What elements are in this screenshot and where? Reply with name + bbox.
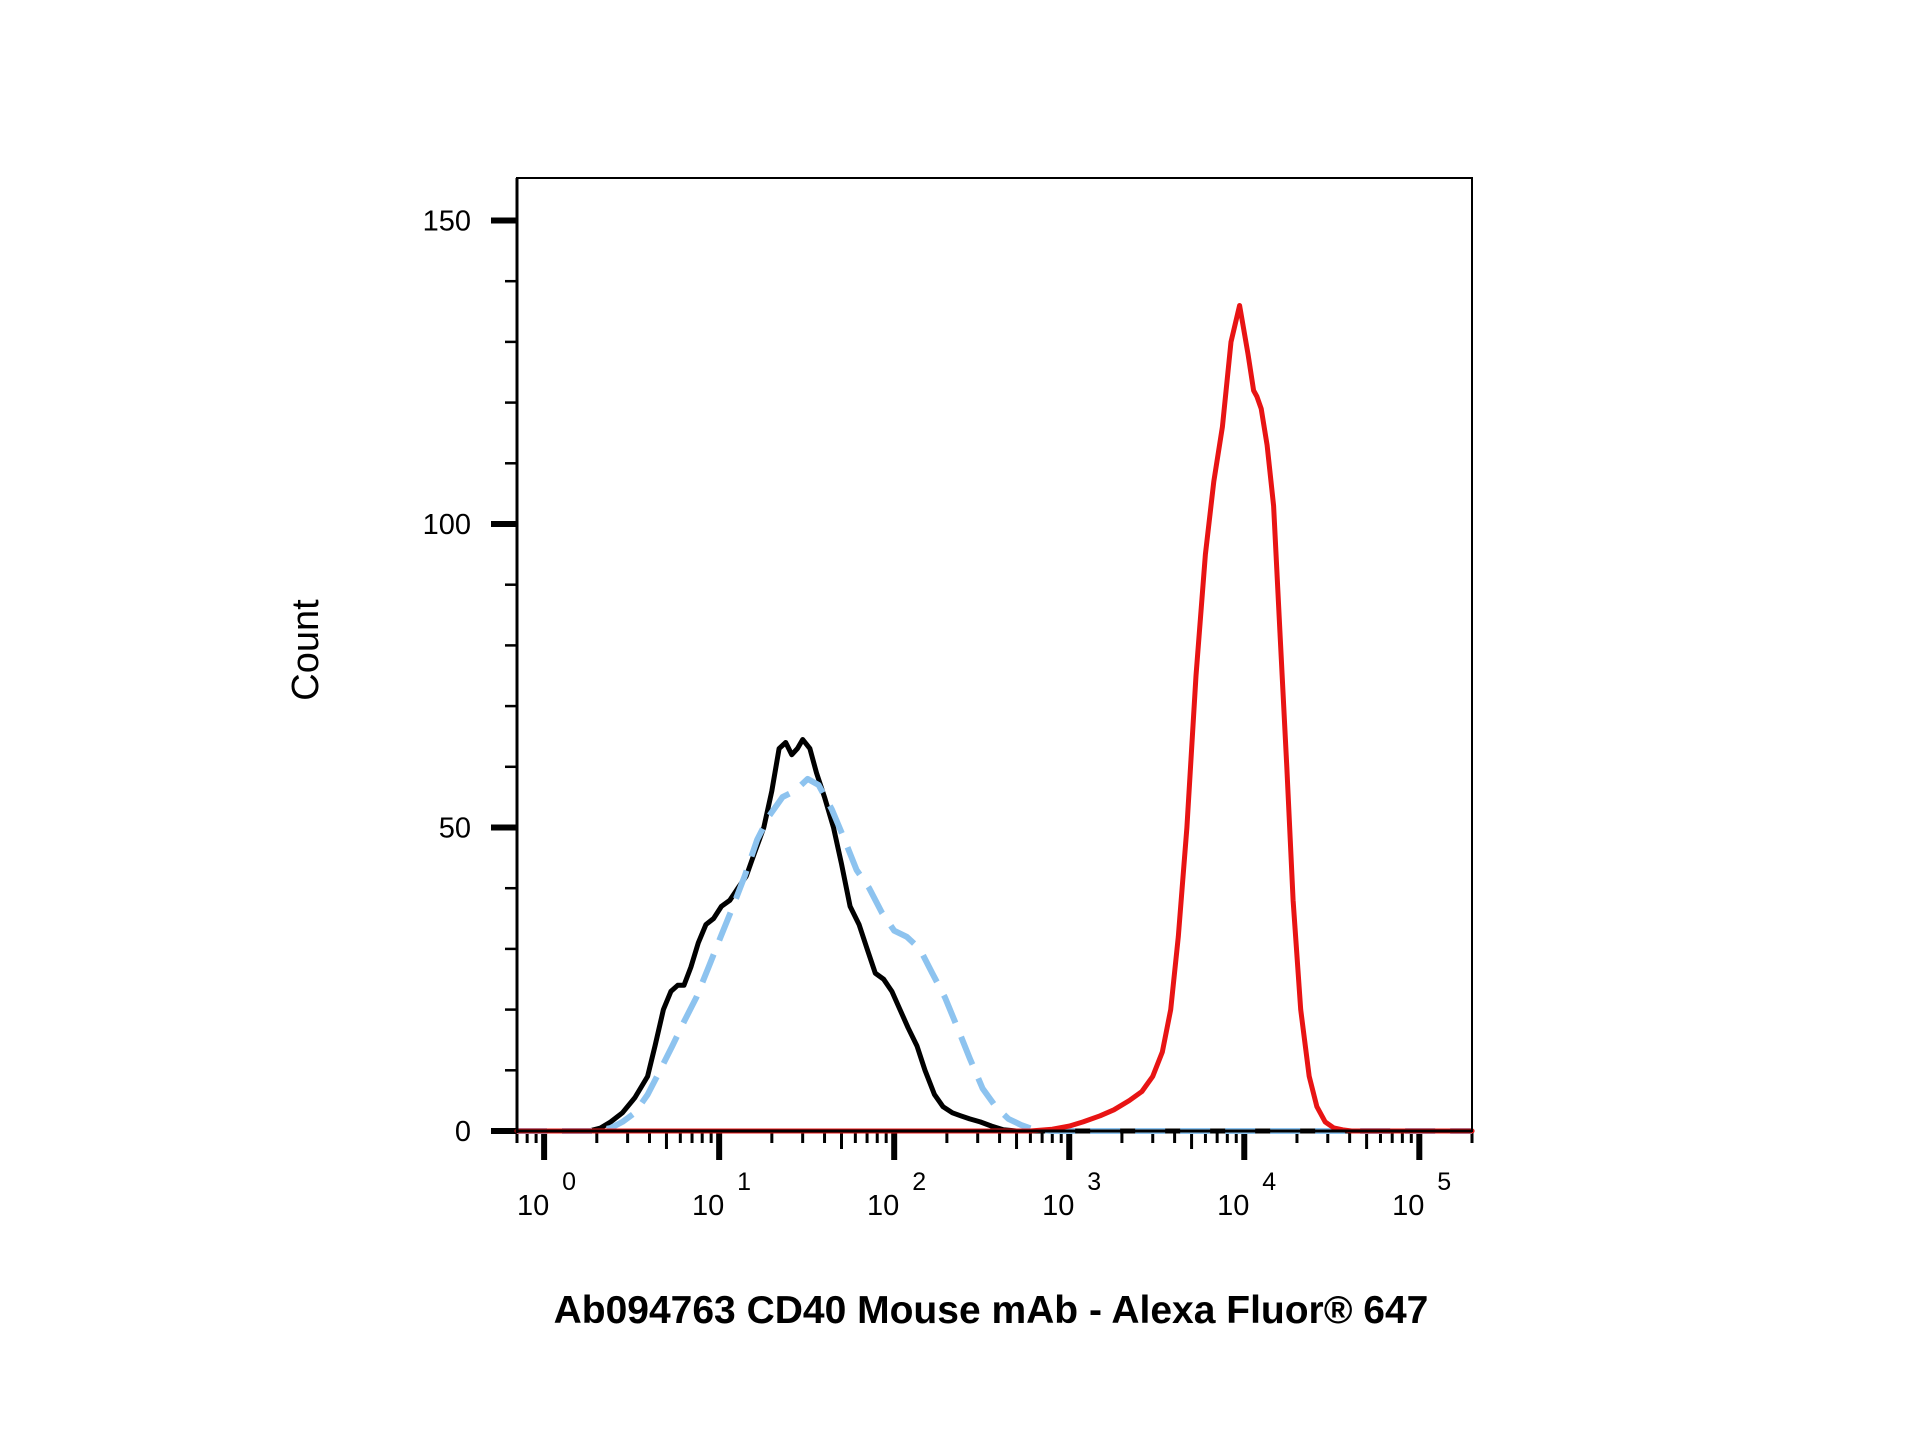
- x-tick-label: 10: [867, 1190, 899, 1222]
- x-tick-exponent: 0: [562, 1168, 576, 1196]
- y-tick-label: 100: [423, 509, 471, 541]
- x-tick-label: 10: [517, 1190, 549, 1222]
- x-tick-exponent: 5: [1437, 1168, 1451, 1196]
- y-axis-title: Count: [285, 599, 327, 701]
- y-tick-label: 50: [439, 812, 471, 844]
- y-tick-label: 0: [455, 1116, 471, 1148]
- series-line-1: [514, 737, 1475, 1134]
- x-tick-exponent: 3: [1087, 1168, 1101, 1196]
- x-tick-label: 10: [1392, 1190, 1424, 1222]
- y-tick-label: 150: [423, 205, 471, 237]
- x-tick-label: 10: [1217, 1190, 1249, 1222]
- series-group: [514, 303, 1475, 1134]
- x-axis-title: Ab094763 CD40 Mouse mAb - Alexa Fluor® 6…: [554, 1289, 1429, 1332]
- series-line-3: [514, 303, 1475, 1134]
- x-tick-exponent: 4: [1262, 1168, 1276, 1196]
- x-tick-label: 10: [1042, 1190, 1074, 1222]
- series-line-2: [517, 775, 1472, 1134]
- x-tick-exponent: 2: [912, 1168, 926, 1196]
- x-tick-label: 10: [692, 1190, 724, 1222]
- x-tick-exponent: 1: [737, 1168, 751, 1196]
